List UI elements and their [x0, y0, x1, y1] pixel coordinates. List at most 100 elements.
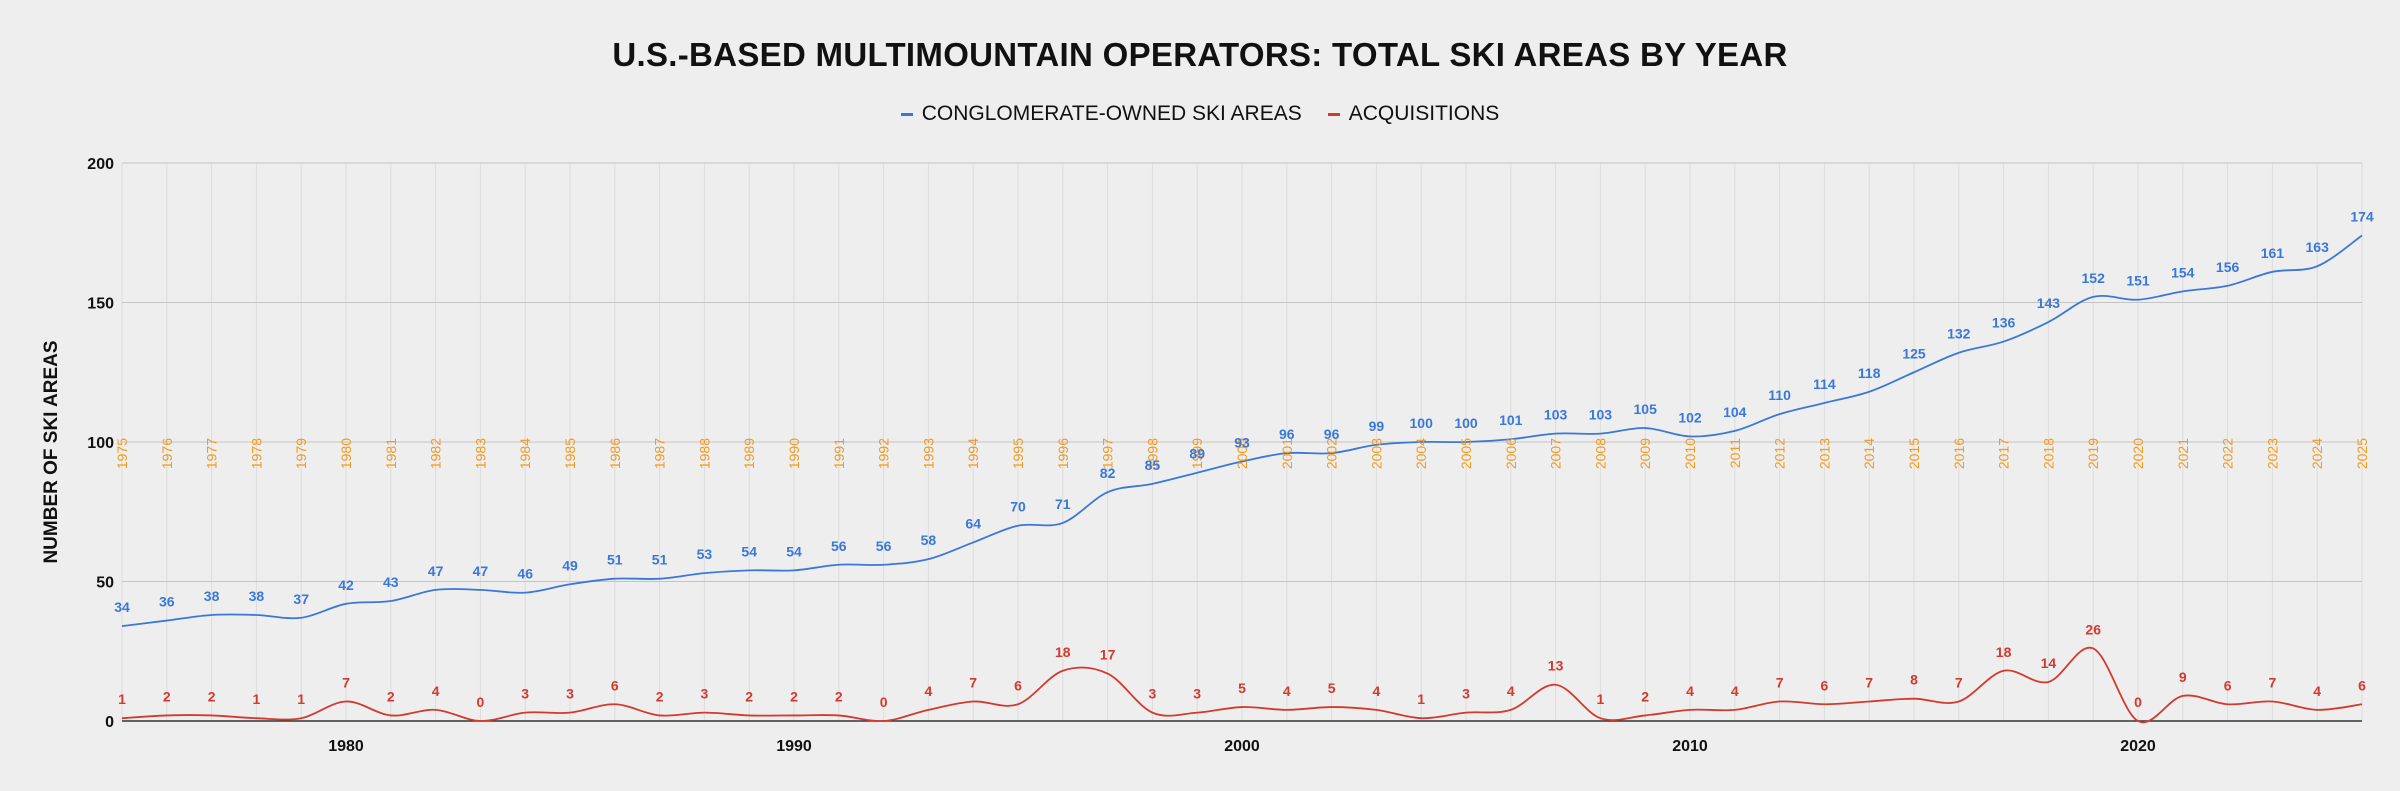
- data-label-conglomerate: 42: [338, 577, 354, 593]
- data-label-acquisitions: 2: [656, 688, 664, 704]
- data-label-acquisitions: 4: [1507, 683, 1515, 699]
- x-tick-label: 1980: [328, 738, 364, 755]
- data-label-acquisitions: 0: [477, 694, 485, 710]
- data-label-acquisitions: 2: [745, 688, 753, 704]
- data-label-acquisitions: 4: [432, 683, 440, 699]
- year-label: 2018: [2040, 438, 2056, 469]
- series-line-conglomerate: [121, 234, 2363, 628]
- year-label: 1981: [383, 438, 399, 469]
- year-label: 2006: [1503, 438, 1519, 469]
- year-label: 1987: [652, 438, 668, 469]
- data-label-conglomerate: 51: [607, 552, 623, 568]
- data-label-acquisitions: 3: [701, 686, 709, 702]
- legend-item-acquisitions[interactable]: ACQUISITIONS: [1327, 102, 1499, 126]
- data-label-conglomerate: 163: [2306, 239, 2330, 255]
- y-axis-label: NUMBER OF SKI AREAS: [41, 340, 62, 563]
- data-label-acquisitions: 4: [1731, 683, 1739, 699]
- data-label-acquisitions: 4: [1283, 683, 1291, 699]
- data-label-conglomerate: 152: [2082, 270, 2106, 286]
- year-label: 2022: [2220, 438, 2236, 469]
- x-tick-label: 2000: [1224, 738, 1260, 755]
- data-label-conglomerate: 56: [876, 538, 892, 554]
- series-lines: [121, 234, 2363, 724]
- data-label-acquisitions: 2: [387, 688, 395, 704]
- data-label-acquisitions: 1: [253, 691, 261, 707]
- year-label: 1975: [114, 438, 130, 469]
- year-label: 1986: [607, 438, 623, 469]
- data-label-acquisitions: 5: [1328, 680, 1336, 696]
- data-label-conglomerate: 96: [1324, 426, 1340, 442]
- data-label-conglomerate: 151: [2126, 273, 2150, 289]
- legend-item-conglomerate[interactable]: CONGLOMERATE-OWNED SKI AREAS: [900, 102, 1302, 126]
- year-label: 1998: [1144, 438, 1160, 469]
- year-labels: 1975 1976 1977 1978 1979 1980 1981 1982 1983 1984…: [114, 438, 2370, 469]
- data-label-conglomerate: 47: [473, 563, 489, 579]
- data-label-conglomerate: 34: [114, 599, 130, 615]
- data-label-acquisitions: 1: [118, 691, 126, 707]
- data-label-conglomerate: 82: [1100, 465, 1116, 481]
- data-label-acquisitions: 2: [208, 688, 216, 704]
- data-label-conglomerate: 47: [428, 563, 444, 579]
- data-label-conglomerate: 51: [652, 552, 668, 568]
- data-label-acquisitions: 6: [611, 677, 619, 693]
- data-label-acquisitions: 6: [1014, 677, 1022, 693]
- data-label-acquisitions: 2: [163, 688, 171, 704]
- x-tick-label: 2010: [1672, 738, 1708, 755]
- year-label: 1993: [920, 438, 936, 469]
- data-label-conglomerate: 37: [293, 591, 309, 607]
- data-label-acquisitions: 3: [566, 686, 574, 702]
- y-tick-label: 150: [87, 296, 114, 313]
- year-label: 1994: [965, 438, 981, 469]
- data-label-acquisitions: 7: [1776, 674, 1784, 690]
- year-label: 2025: [2354, 438, 2370, 469]
- year-label: 2012: [1772, 438, 1788, 469]
- data-label-conglomerate: 100: [1410, 415, 1434, 431]
- data-label-conglomerate: 38: [249, 588, 265, 604]
- data-label-conglomerate: 58: [921, 532, 937, 548]
- data-label-conglomerate: 36: [159, 594, 175, 610]
- data-label-conglomerate: 43: [383, 574, 399, 590]
- data-label-acquisitions: 1: [1417, 691, 1425, 707]
- year-label: 1980: [338, 438, 354, 469]
- data-label-acquisitions: 7: [1865, 674, 1873, 690]
- year-label: 2013: [1816, 438, 1832, 469]
- data-label-conglomerate: 118: [1858, 365, 1881, 381]
- legend-label-conglomerate: CONGLOMERATE-OWNED SKI AREAS: [921, 102, 1302, 125]
- legend-swatch-conglomerate: [900, 112, 913, 116]
- data-label-acquisitions: 17: [1100, 647, 1116, 663]
- data-label-acquisitions: 18: [1055, 644, 1071, 660]
- data-label-acquisitions: 2: [1641, 688, 1649, 704]
- year-label: 2008: [1592, 438, 1608, 469]
- data-label-acquisitions: 1: [297, 691, 305, 707]
- year-label: 2011: [1727, 438, 1743, 468]
- chart-title: U.S.-BASED MULTIMOUNTAIN OPERATORS: TOTA…: [612, 36, 1788, 73]
- data-label-conglomerate: 143: [2037, 295, 2061, 311]
- data-label-acquisitions: 7: [2269, 674, 2277, 690]
- data-label-conglomerate: 38: [204, 588, 220, 604]
- data-label-acquisitions: 18: [1996, 644, 2012, 660]
- year-label: 1999: [1189, 438, 1205, 469]
- year-label: 1995: [1010, 438, 1026, 469]
- year-label: 2004: [1413, 438, 1429, 469]
- data-label-conglomerate: 53: [697, 546, 713, 562]
- data-label-conglomerate: 156: [2216, 259, 2240, 275]
- data-label-conglomerate: 100: [1454, 415, 1478, 431]
- data-label-acquisitions: 6: [2358, 677, 2366, 693]
- year-label: 2009: [1637, 438, 1653, 469]
- data-label-acquisitions: 7: [342, 674, 350, 690]
- year-label: 1976: [159, 438, 175, 469]
- year-label: 2024: [2309, 438, 2325, 469]
- year-label: 2023: [2264, 438, 2280, 469]
- year-label: 1978: [248, 438, 264, 469]
- year-label: 1996: [1055, 438, 1071, 469]
- data-label-conglomerate: 110: [1768, 387, 1791, 403]
- year-label: 2005: [1458, 438, 1474, 469]
- data-label-acquisitions: 4: [925, 683, 933, 699]
- data-label-acquisitions: 7: [1955, 674, 1963, 690]
- x-tick-label: 2020: [2120, 738, 2156, 755]
- year-label: 1989: [741, 438, 757, 469]
- data-label-acquisitions: 0: [880, 694, 888, 710]
- year-label: 2002: [1324, 438, 1340, 469]
